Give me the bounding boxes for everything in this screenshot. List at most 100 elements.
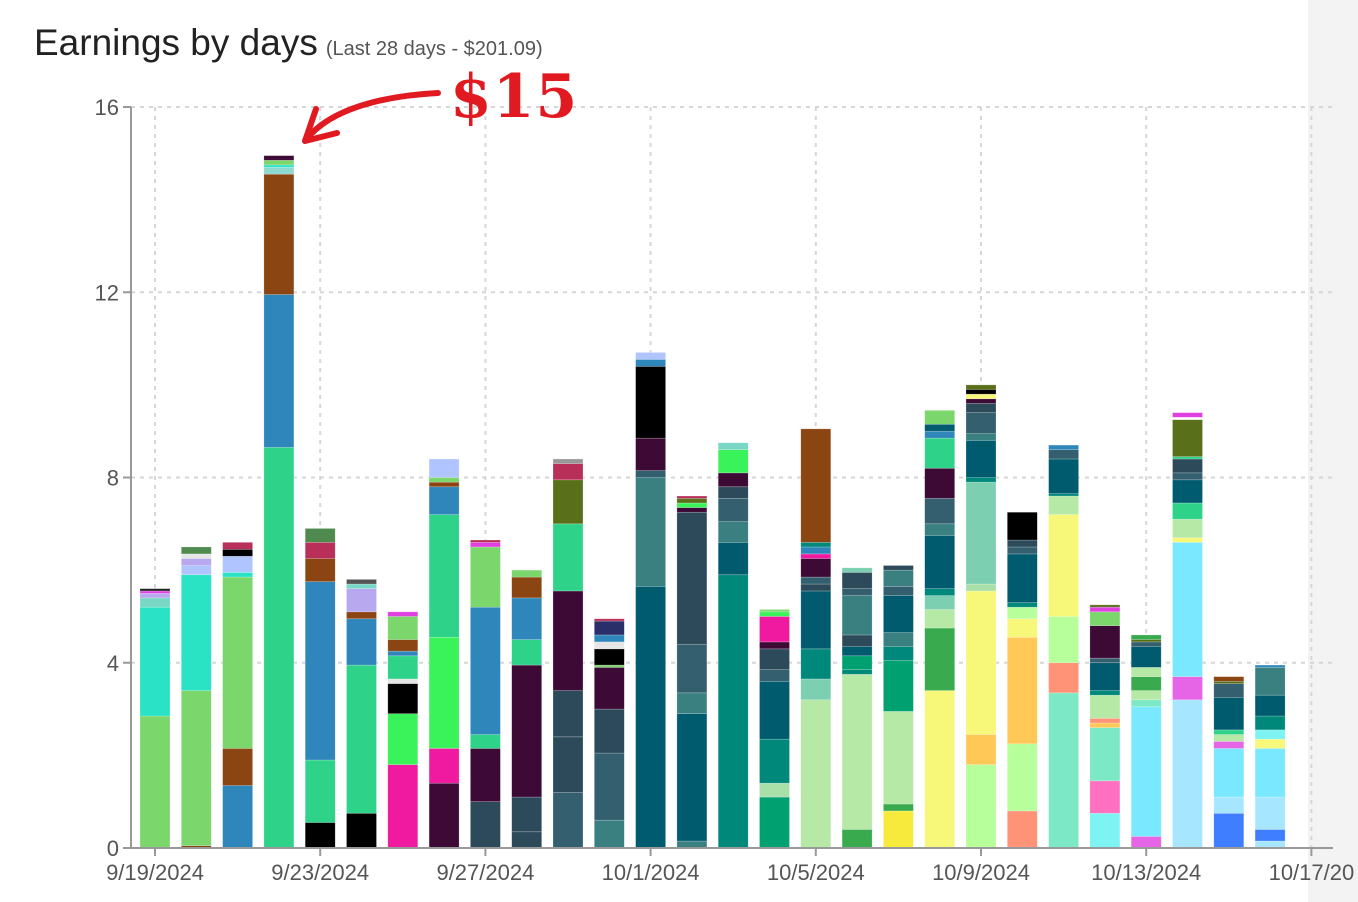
annotation-arrowhead bbox=[302, 106, 340, 144]
bar-segment bbox=[470, 606, 501, 735]
bar-segment bbox=[1089, 611, 1121, 627]
bar-segment bbox=[181, 546, 212, 555]
bar-segment bbox=[759, 616, 790, 643]
bar-segment bbox=[800, 558, 832, 578]
y-tick-label: 16 bbox=[95, 95, 119, 120]
y-tick-label: 0 bbox=[107, 836, 119, 861]
bar-segment bbox=[552, 792, 584, 849]
bar-segment bbox=[1254, 840, 1286, 849]
bar-segment bbox=[883, 810, 914, 849]
bar-segment bbox=[717, 472, 749, 488]
bar-segment bbox=[593, 620, 625, 636]
bar-segment bbox=[1213, 748, 1245, 798]
bar-segment bbox=[428, 458, 460, 478]
bar-segment bbox=[841, 595, 873, 636]
bar-segment bbox=[470, 542, 501, 548]
bar-segment bbox=[841, 829, 873, 849]
bar-segment bbox=[717, 542, 749, 576]
bar-segment bbox=[965, 590, 997, 735]
bar-segment bbox=[965, 433, 997, 441]
bar-segment bbox=[800, 583, 832, 592]
bar-segment bbox=[676, 498, 708, 504]
bar-segment bbox=[222, 748, 253, 786]
bar-segment bbox=[800, 576, 832, 585]
bar-segment bbox=[1089, 690, 1121, 696]
bar-segment bbox=[1254, 664, 1286, 668]
bar-segment bbox=[1254, 667, 1286, 696]
bar-segment bbox=[263, 166, 295, 175]
bar-segment bbox=[1213, 680, 1245, 684]
bar-segment bbox=[428, 481, 460, 488]
bar-segment bbox=[428, 477, 460, 483]
bar-segment bbox=[263, 447, 295, 849]
bar-segment bbox=[1172, 458, 1203, 474]
bar-segment bbox=[1048, 449, 1079, 460]
bar-segment bbox=[635, 586, 666, 849]
bar-segment bbox=[1006, 606, 1038, 620]
bar-segment bbox=[470, 546, 501, 608]
bar-segment bbox=[552, 463, 584, 481]
bar-segment bbox=[1048, 495, 1079, 515]
bar-segment bbox=[965, 412, 997, 434]
bar-segment bbox=[1089, 727, 1121, 782]
bar-segment bbox=[428, 636, 460, 749]
bar-segment bbox=[924, 627, 956, 691]
bar-segment bbox=[965, 734, 997, 765]
bar-segment bbox=[1006, 511, 1038, 541]
bar-segment bbox=[181, 553, 212, 559]
bar-segment bbox=[965, 398, 997, 404]
bar-segment bbox=[965, 440, 997, 478]
bar-segment bbox=[387, 650, 419, 657]
bar-segment bbox=[841, 674, 873, 830]
bar-segment bbox=[222, 548, 253, 557]
bar-segment bbox=[883, 711, 914, 805]
bar-segment bbox=[759, 782, 790, 798]
bar-segment bbox=[924, 498, 956, 525]
bar-segment bbox=[965, 393, 997, 400]
bar-segment bbox=[181, 565, 212, 576]
bar-segment bbox=[387, 611, 419, 617]
bar-segment bbox=[428, 514, 460, 638]
bar-segment bbox=[717, 521, 749, 543]
y-tick-label: 4 bbox=[107, 651, 119, 676]
bar-segment bbox=[1213, 812, 1245, 849]
bar-segment bbox=[304, 528, 336, 543]
bar-segment bbox=[1213, 676, 1245, 682]
bar-segment bbox=[841, 567, 873, 573]
bar-segment bbox=[800, 542, 832, 548]
bar-segment bbox=[1130, 676, 1162, 691]
bar-segment bbox=[263, 164, 295, 168]
bar-segment bbox=[1006, 810, 1038, 849]
x-tick-labels: 9/19/2024 9/23/2024 9/27/2024 10/1/2024 10/5… bbox=[106, 860, 1354, 885]
bar-segment bbox=[1130, 667, 1162, 677]
x-tick-label: 10/1/2024 bbox=[602, 860, 700, 885]
bar-segment bbox=[428, 486, 460, 515]
bar-segment bbox=[1130, 706, 1162, 837]
bar-segment bbox=[841, 655, 873, 670]
right-edge-panel bbox=[1308, 0, 1358, 902]
bar-segment bbox=[222, 576, 253, 749]
bar-segment bbox=[965, 403, 997, 413]
bar-segment bbox=[552, 479, 584, 525]
bar-segment bbox=[883, 660, 914, 712]
bar-segment bbox=[1130, 634, 1162, 640]
bar-segment bbox=[676, 692, 708, 714]
bar-segment bbox=[676, 507, 708, 513]
bar-segment bbox=[552, 736, 584, 793]
bar-segment bbox=[139, 606, 171, 717]
bar-segment bbox=[1172, 479, 1203, 504]
x-tick-label: 10/17/20 bbox=[1269, 860, 1355, 885]
bar-segment bbox=[1130, 690, 1162, 701]
bar-segment bbox=[924, 588, 956, 596]
bar-segment bbox=[139, 597, 171, 608]
bar-segment bbox=[1048, 514, 1079, 617]
bar-segment bbox=[139, 590, 171, 594]
bar-segment bbox=[593, 618, 625, 622]
bar-segment bbox=[1172, 502, 1203, 520]
bar-segment bbox=[800, 553, 832, 559]
bar-segment bbox=[1089, 657, 1121, 664]
bar-segment bbox=[883, 595, 914, 633]
bar-segment bbox=[1048, 692, 1079, 849]
chart-subtitle: (Last 28 days - $201.09) bbox=[325, 38, 543, 60]
x-tick-label: 9/23/2024 bbox=[271, 860, 369, 885]
